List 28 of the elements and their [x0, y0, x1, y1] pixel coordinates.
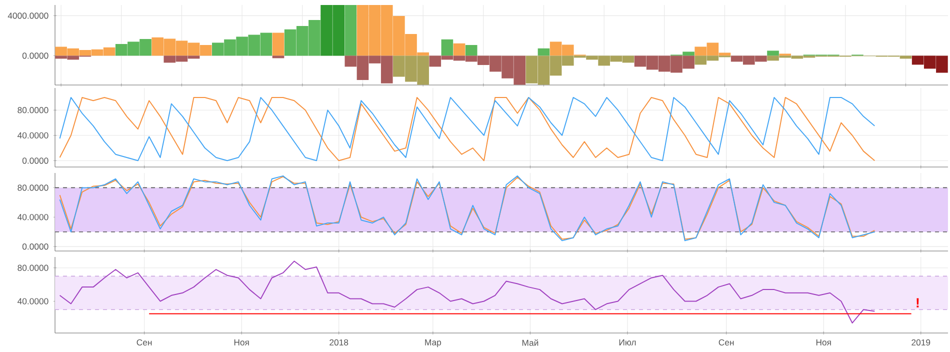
bar	[272, 32, 284, 56]
annotation: !	[916, 298, 919, 308]
y-tick-label: 40.0000	[18, 298, 48, 304]
y-tick-label: 80.0000	[18, 107, 48, 114]
x-tick-label: Май	[522, 339, 538, 346]
x-tick-label: Сен	[136, 339, 152, 346]
y-tick-label: 80.0000	[18, 264, 48, 271]
y-tick-label: 0.0000	[22, 52, 48, 59]
x-tick-label: 2019	[912, 339, 930, 346]
bar	[272, 56, 284, 58]
bar	[344, 4, 357, 56]
x-tick-label: 2018	[330, 339, 348, 346]
x-tick-label: Ноя	[234, 339, 249, 346]
x-tick-label: Мар	[425, 339, 442, 348]
y-tick-label: 4000.0000	[8, 12, 48, 19]
bar	[453, 43, 466, 56]
y-tick-label: 0.0000	[22, 158, 48, 164]
y-tick-label: 80.0000	[18, 184, 48, 191]
bar	[767, 50, 779, 56]
y-tick-label: 0.0000	[22, 244, 48, 250]
y-tick-label: 40.0000	[18, 214, 48, 220]
bar	[538, 48, 550, 56]
y-tick-label: 40.0000	[18, 132, 48, 138]
x-tick-label: Сен	[718, 339, 734, 346]
x-tick-label: Июл	[619, 339, 636, 346]
bar	[465, 44, 478, 56]
x-tick-label: Ноя	[816, 339, 831, 346]
bar	[441, 39, 454, 56]
